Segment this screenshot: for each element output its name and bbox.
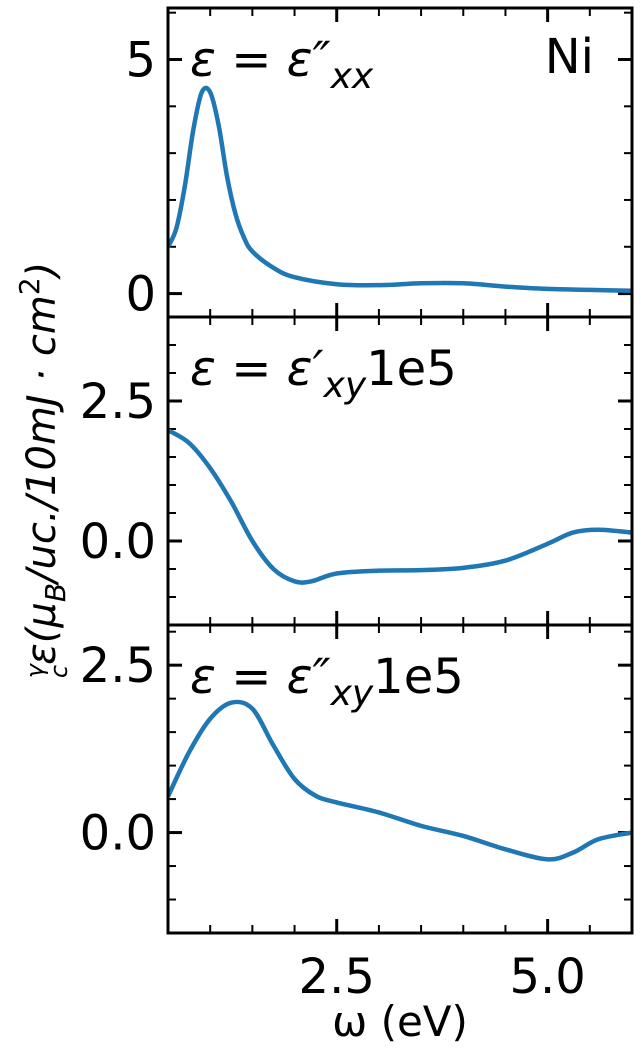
annotation-sub: xy: [330, 673, 374, 714]
annotation-main: ε = ε″: [190, 32, 331, 88]
annotation: ε = ε″xy1e5: [190, 649, 464, 714]
annotation-main: ε = ε″: [190, 649, 331, 705]
y-label-part: 2: [13, 277, 46, 295]
annotation: ε = ε″xx: [190, 32, 374, 97]
x-tick-label: 5.0: [509, 949, 585, 1005]
y-tick-label: 0.0: [80, 806, 156, 862]
y-label-part: B: [39, 583, 72, 602]
y-tick-label: 0.0: [80, 514, 156, 570]
y-tick-label: 0: [125, 267, 156, 323]
annotation-suffix: 1e5: [373, 649, 464, 705]
y-label-part: c: [45, 665, 73, 678]
data-line: [168, 699, 632, 862]
annotation-sub: xy: [323, 365, 367, 406]
y-tick-label: 5: [125, 33, 156, 89]
y-label-part: ): [19, 262, 65, 281]
y-axis-label: γcε(μB/uc./10mJ · cm2): [13, 262, 73, 679]
annotation-suffix: 1e5: [366, 341, 457, 397]
y-label-part: ε(μ: [19, 602, 65, 665]
annotation-sub: xx: [330, 56, 374, 97]
annotation: ε = ε′xy1e5: [190, 341, 457, 406]
annotation-main: ε = ε′: [190, 341, 324, 397]
data-line: [168, 85, 632, 294]
panel-frame: [166, 623, 634, 935]
x-tick-label: 2.5: [299, 949, 375, 1005]
panel-label: Ni: [545, 29, 594, 85]
y-label-part: γ: [21, 662, 49, 678]
y-label-part: /uc./10mJ · cm: [19, 295, 65, 586]
y-tick-label: 2.5: [80, 374, 156, 430]
y-tick-label: 2.5: [80, 638, 156, 694]
x-axis-label: ω (eV): [332, 997, 468, 1046]
data-line: [168, 428, 632, 585]
